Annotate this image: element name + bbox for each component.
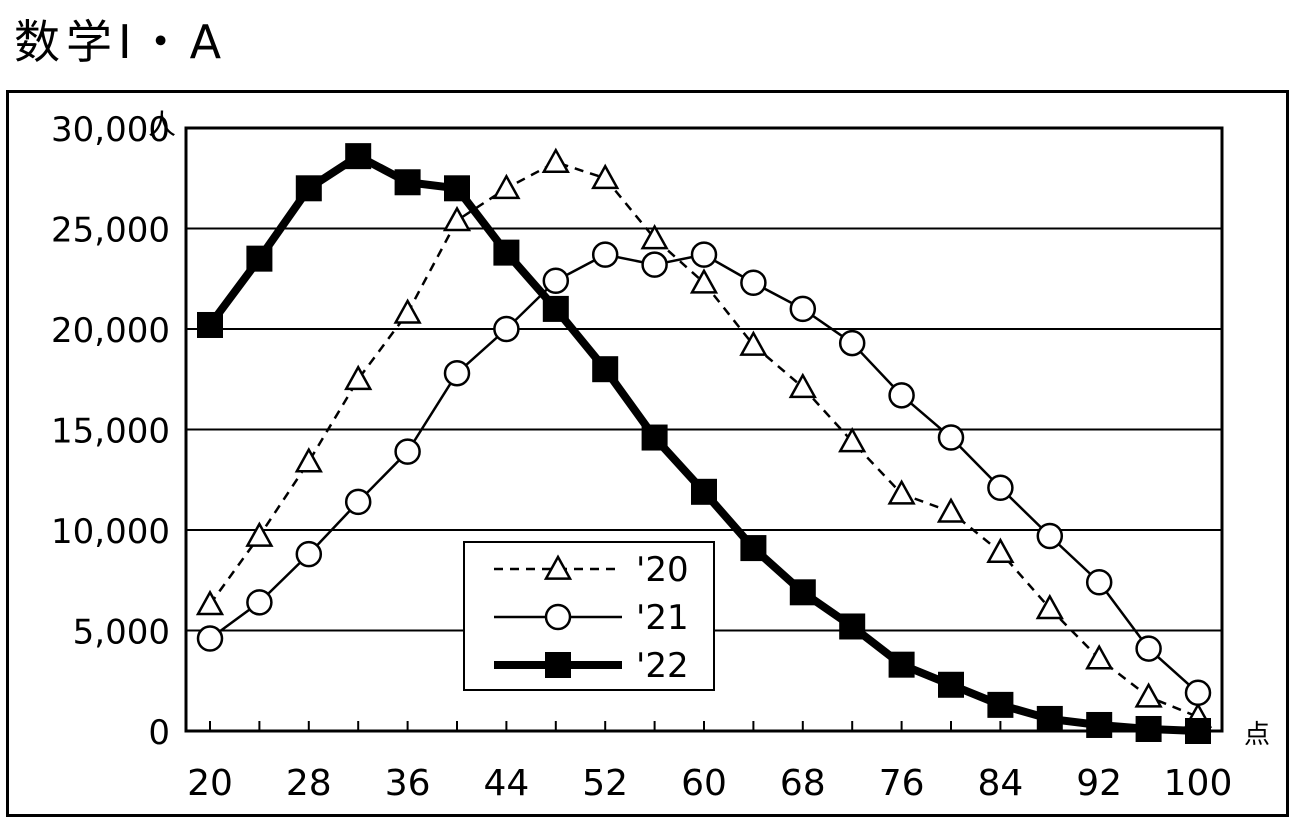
x-tick-label: 68: [780, 763, 826, 804]
square-marker: [545, 652, 571, 678]
square-marker: [641, 424, 668, 451]
page-title: 数学Ⅰ・A: [14, 15, 228, 69]
square-marker: [1036, 705, 1063, 732]
x-tick-label: 92: [1076, 763, 1122, 804]
legend-label: '22: [636, 646, 689, 686]
circle-marker: [1036, 522, 1064, 550]
circle-marker: [493, 315, 520, 343]
x-tick-label: 20: [187, 763, 233, 804]
series-2: [197, 143, 1211, 744]
square-marker: [394, 169, 421, 196]
square-marker: [839, 613, 866, 640]
triangle-marker: [492, 173, 521, 200]
triangle-marker: [393, 298, 422, 324]
x-unit-label: 点: [1244, 720, 1270, 750]
series-1: [196, 241, 1212, 707]
triangle-marker: [245, 521, 274, 547]
square-marker: [295, 175, 322, 202]
circle-marker: [544, 603, 572, 631]
y-tick-label: 10,000: [51, 512, 170, 552]
square-marker: [246, 245, 273, 272]
triangle-marker: [195, 589, 225, 616]
square-marker: [493, 239, 520, 266]
circle-marker: [641, 251, 668, 278]
circle-marker: [1184, 679, 1212, 707]
legend-label: '21: [636, 598, 689, 638]
x-tick-label: 60: [681, 763, 727, 804]
square-marker: [691, 478, 717, 505]
circle-marker: [246, 589, 273, 616]
triangle-marker: [1035, 593, 1064, 620]
legend: '20 '21 '22: [463, 541, 715, 691]
square-marker: [938, 671, 964, 698]
square-marker: [1086, 711, 1113, 738]
triangle-marker: [887, 479, 916, 505]
circle-marker: [196, 625, 224, 652]
x-tick-label: 100: [1164, 763, 1233, 804]
series: [195, 143, 1213, 744]
square-marker: [542, 295, 569, 322]
circle-marker: [542, 267, 570, 295]
square-marker: [1135, 715, 1162, 742]
y-tick-label: 25,000: [51, 211, 170, 251]
square-marker: [789, 579, 816, 606]
circle-marker: [591, 241, 619, 268]
square-marker: [888, 651, 915, 678]
circle-marker: [394, 438, 421, 465]
triangle-marker: [1134, 682, 1163, 708]
triangle-marker: [689, 268, 719, 294]
triangle-marker: [1085, 644, 1114, 670]
square-marker: [1185, 718, 1211, 744]
x-tick-label: 84: [977, 763, 1023, 804]
circle-marker: [838, 329, 866, 357]
y-tick-label: 5,000: [73, 613, 170, 653]
square-marker: [444, 175, 470, 202]
triangle-marker: [294, 447, 323, 473]
triangle-marker: [788, 372, 817, 399]
square-marker: [197, 311, 223, 338]
square-marker: [345, 143, 372, 170]
y-tick-label: 30,000: [51, 110, 170, 150]
circle-marker: [443, 359, 471, 387]
circle-marker: [740, 269, 767, 297]
triangle-marker: [640, 223, 669, 250]
circle-marker: [295, 540, 323, 568]
chart-frame: [6, 90, 1289, 817]
series-0: [195, 147, 1213, 728]
x-tick-label: 36: [385, 763, 431, 804]
y-unit-label: 人: [148, 108, 176, 141]
triangle-marker: [739, 330, 768, 356]
legend-label: '20: [636, 550, 689, 590]
circle-marker: [937, 424, 965, 451]
triangle-marker: [543, 554, 573, 580]
square-marker: [987, 691, 1014, 718]
circle-marker: [1085, 569, 1113, 596]
circle-marker: [1135, 635, 1162, 662]
x-tick-label: 44: [483, 763, 529, 804]
circle-marker: [344, 488, 372, 516]
y-tick-label: 15,000: [51, 412, 170, 452]
triangle-marker: [442, 205, 472, 232]
x-tick-label: 52: [582, 763, 628, 804]
triangle-marker: [344, 364, 373, 391]
x-tick-label: 76: [879, 763, 925, 804]
y-tick-label: 20,000: [51, 311, 170, 351]
circle-marker: [789, 295, 817, 323]
square-marker: [740, 535, 767, 562]
triangle-marker: [838, 426, 867, 453]
x-tick-label: 28: [286, 763, 332, 804]
square-marker: [592, 356, 619, 383]
triangle-marker: [986, 537, 1015, 563]
circle-marker: [987, 474, 1014, 502]
y-tick-label: 0: [148, 713, 170, 753]
axes: [184, 126, 1224, 733]
circle-marker: [690, 241, 718, 268]
triangle-marker: [541, 147, 570, 174]
circle-marker: [888, 382, 915, 409]
triangle-marker: [591, 163, 620, 190]
triangle-marker: [936, 497, 966, 523]
